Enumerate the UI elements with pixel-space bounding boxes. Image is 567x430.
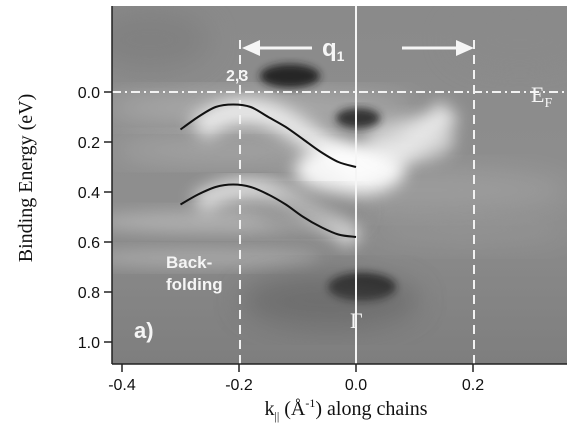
x-tick-label: -0.4: [108, 377, 136, 394]
y-tick-label: 0.6: [78, 235, 100, 252]
y-ticks: 0.0 0.2 0.4 0.6 0.8 1.0: [78, 85, 112, 352]
x-ticks: -0.4 -0.2 0.0 0.2: [108, 364, 484, 394]
x-tick-label: -0.2: [225, 377, 253, 394]
y-tick-label: 1.0: [78, 335, 100, 352]
backfolding-label-line1: Back-: [166, 253, 212, 272]
x-tick-label: 0.0: [345, 377, 367, 394]
gamma-label: Γ: [350, 308, 363, 333]
point-label: 2,3: [226, 68, 248, 85]
y-axis-title: Binding Energy (eV): [15, 94, 37, 263]
y-tick-label: 0.8: [78, 285, 100, 302]
panel-label: a): [134, 318, 154, 343]
y-tick-label: 0.4: [78, 185, 100, 202]
x-tick-label: 0.2: [462, 377, 484, 394]
y-tick-label: 0.2: [78, 135, 100, 152]
backfolding-label-line2: folding: [166, 275, 223, 294]
y-tick-label: 0.0: [78, 85, 100, 102]
x-axis-title: k|| (Å-1) along chains: [264, 396, 427, 423]
